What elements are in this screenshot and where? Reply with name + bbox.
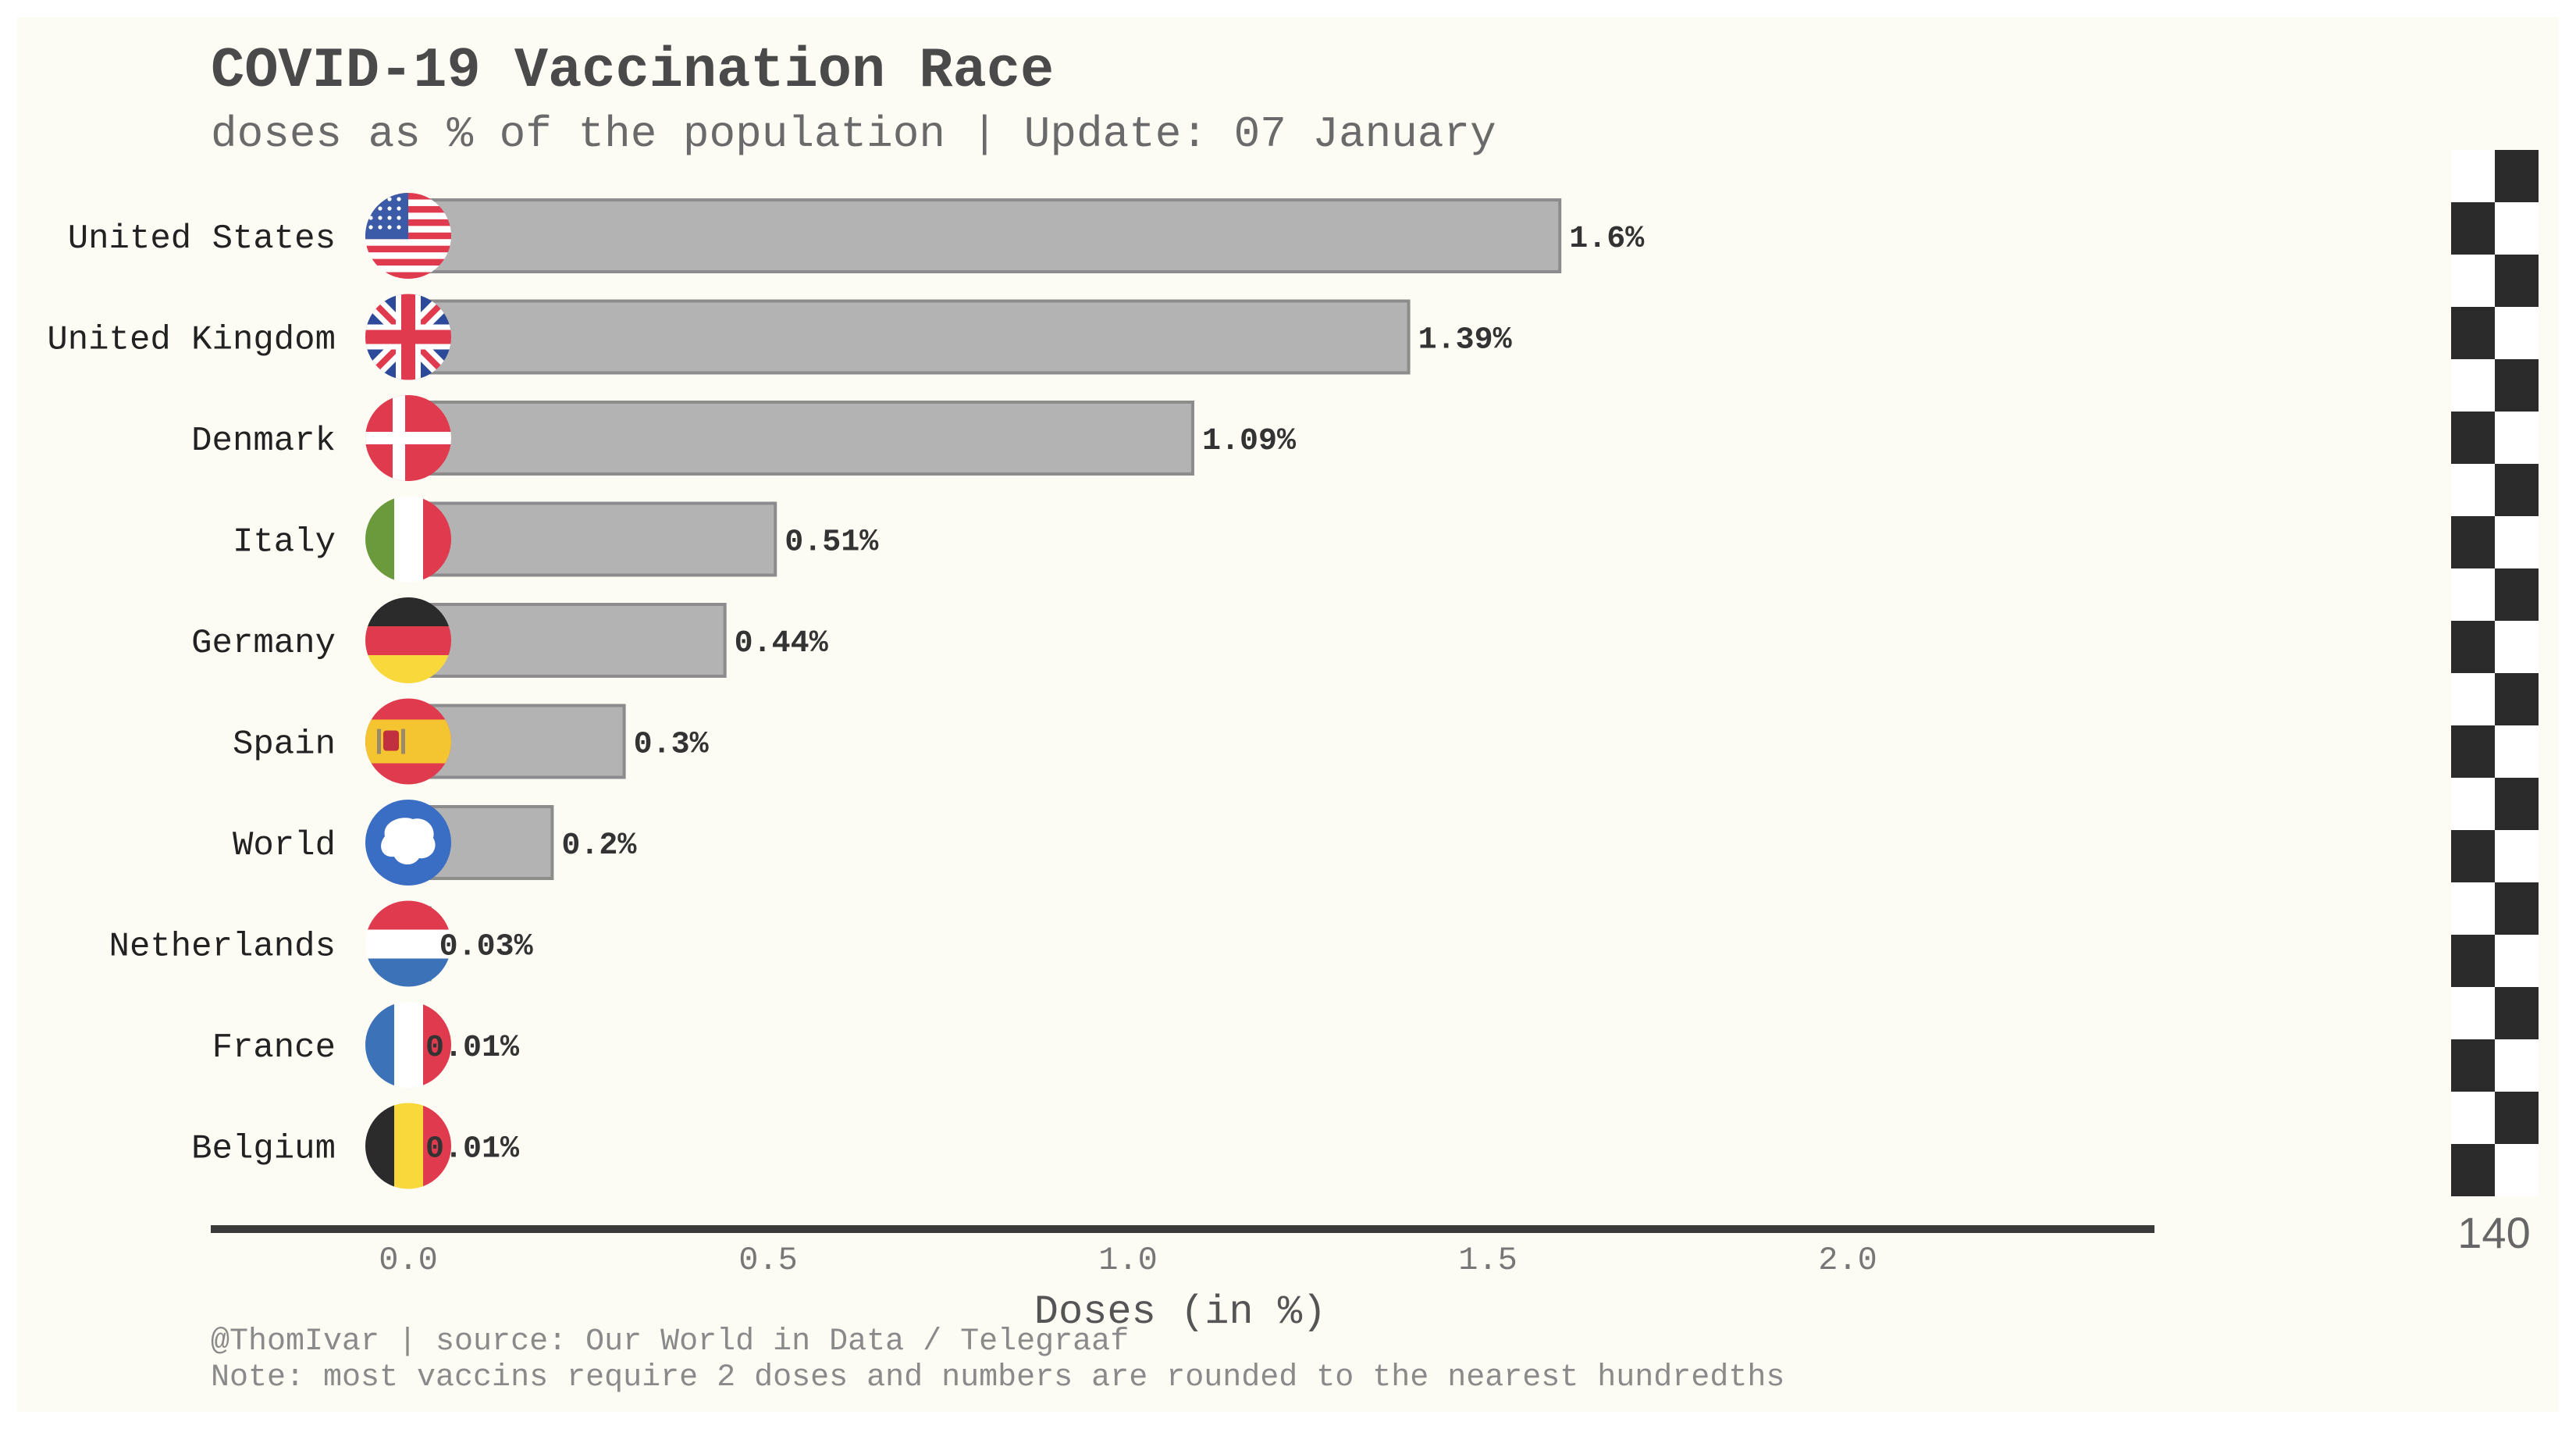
checker-square: [2495, 568, 2539, 621]
bar-2: [407, 401, 1194, 476]
bar-4: [407, 603, 727, 678]
category-label-3: Italy: [233, 523, 336, 562]
checker-square: [2451, 307, 2495, 359]
finish-line-checkered-flag: [2451, 150, 2539, 1196]
bars-group: [407, 198, 1562, 1184]
category-label-0: United States: [68, 219, 336, 258]
checker-square: [2451, 778, 2495, 830]
checker-square: [2451, 987, 2495, 1039]
checker-square: [2495, 150, 2539, 202]
footer-source: @ThomIvar | source: Our World in Data / …: [211, 1324, 1129, 1360]
value-label-9: 0.01%: [425, 1132, 520, 1167]
checker-square: [2495, 412, 2539, 464]
value-label-3: 0.51%: [785, 526, 879, 561]
checker-square: [2451, 255, 2495, 307]
value-label-1: 1.39%: [1418, 323, 1513, 358]
checker-square: [2451, 516, 2495, 568]
checker-square: [2495, 673, 2539, 725]
x-tick-label-2: 1.0: [1098, 1242, 1158, 1279]
checker-square: [2495, 725, 2539, 778]
finish-counter: 140: [2457, 1208, 2530, 1257]
checker-square: [2451, 621, 2495, 673]
bar-1: [407, 299, 1411, 375]
chart-subtitle: doses as % of the population | Update: 0…: [211, 109, 1496, 159]
value-label-8: 0.01%: [425, 1031, 520, 1066]
checker-square: [2495, 255, 2539, 307]
checker-square: [2451, 412, 2495, 464]
checker-square: [2451, 1144, 2495, 1196]
x-ticks-group: 0.0 0.5 1.0 1.5 2.0: [379, 1242, 1877, 1279]
category-label-4: Germany: [191, 624, 336, 663]
footer-note: Note: most vaccins require 2 doses and n…: [211, 1360, 1784, 1395]
category-label-7: Netherlands: [109, 928, 336, 967]
checker-square: [2495, 1144, 2539, 1196]
value-label-2: 1.09%: [1202, 424, 1297, 459]
checker-square: [2451, 882, 2495, 935]
x-tick-label-1: 0.5: [738, 1242, 798, 1279]
checker-square: [2495, 202, 2539, 255]
checker-square: [2495, 882, 2539, 935]
checker-square: [2451, 725, 2495, 778]
checker-square: [2495, 307, 2539, 359]
x-tick-label-3: 1.5: [1458, 1242, 1517, 1279]
category-label-9: Belgium: [191, 1130, 336, 1169]
checker-square: [2495, 778, 2539, 830]
value-label-4: 0.44%: [735, 626, 829, 661]
netherlands-flag-icon: [365, 900, 451, 987]
checker-square: [2495, 621, 2539, 673]
belgium-flag-icon: [365, 1103, 451, 1189]
category-label-6: World: [233, 826, 336, 865]
bar-3: [407, 501, 777, 577]
category-label-8: France: [212, 1028, 336, 1067]
x-tick-label-0: 0.0: [379, 1242, 438, 1279]
checker-square: [2451, 359, 2495, 412]
checker-square: [2495, 935, 2539, 987]
checker-square: [2451, 935, 2495, 987]
denmark-flag-icon: [365, 395, 451, 481]
checker-square: [2451, 568, 2495, 621]
value-label-0: 1.6%: [1569, 222, 1645, 257]
checker-square: [2451, 464, 2495, 516]
checker-square: [2495, 516, 2539, 568]
checker-square: [2495, 987, 2539, 1039]
us-flag-icon: [365, 193, 451, 279]
value-label-5: 0.3%: [634, 728, 710, 763]
germany-flag-icon: [365, 597, 451, 683]
checker-square: [2495, 359, 2539, 412]
checker-square: [2451, 1039, 2495, 1092]
x-axis-label: Doses (in %): [1034, 1289, 1326, 1335]
checker-square: [2451, 202, 2495, 255]
checker-square: [2451, 830, 2495, 882]
uk-flag-icon: [365, 294, 451, 380]
chart-title: COVID-19 Vaccination Race: [211, 39, 1054, 103]
bar-0: [407, 198, 1562, 273]
checker-square: [2451, 1092, 2495, 1144]
category-label-5: Spain: [233, 725, 336, 764]
italy-flag-icon: [365, 496, 451, 583]
category-label-1: United Kingdom: [47, 321, 336, 360]
checker-square: [2451, 673, 2495, 725]
category-labels-group: United States United Kingdom Denmark Italy G…: [47, 219, 336, 1169]
checker-square: [2451, 150, 2495, 202]
value-label-6: 0.2%: [561, 829, 637, 864]
category-label-2: Denmark: [191, 422, 336, 461]
spain-flag-icon: [365, 698, 451, 785]
x-tick-label-4: 2.0: [1818, 1242, 1877, 1279]
world-antarctica-flag-icon: [365, 800, 451, 886]
checker-square: [2495, 1092, 2539, 1144]
checker-square: [2495, 464, 2539, 516]
value-label-7: 0.03%: [439, 930, 534, 965]
checker-square: [2495, 830, 2539, 882]
value-labels-group: 1.6% 1.39% 1.09% 0.51% 0.44% 0.3% 0.2% 0.03% 0.0…: [425, 222, 1645, 1167]
checker-square: [2495, 1039, 2539, 1092]
